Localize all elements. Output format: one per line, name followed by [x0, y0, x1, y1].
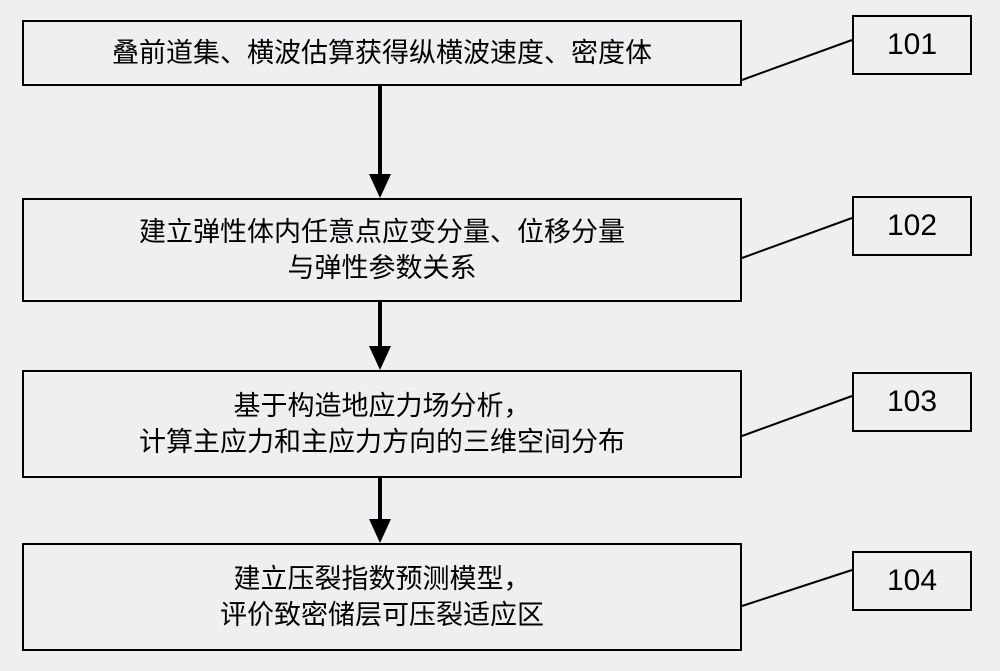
- step-text: 叠前道集、横波估算获得纵横波速度、密度体: [112, 35, 652, 71]
- flowchart-canvas: 叠前道集、横波估算获得纵横波速度、密度体 101 建立弹性体内任意点应变分量、位…: [0, 0, 1000, 671]
- step-box-101: 叠前道集、横波估算获得纵横波速度、密度体: [22, 20, 742, 86]
- leader-line: [742, 40, 852, 80]
- step-num-101: 101: [852, 15, 972, 75]
- leader-line: [742, 570, 852, 606]
- leader-line: [742, 396, 852, 436]
- flow-arrow-head: [369, 346, 391, 370]
- step-text: 建立弹性体内任意点应变分量、位移分量: [139, 214, 625, 250]
- step-num-label: 101: [887, 28, 937, 62]
- step-box-102: 建立弹性体内任意点应变分量、位移分量 与弹性参数关系: [22, 198, 742, 302]
- step-box-103: 基于构造地应力场分析， 计算主应力和主应力方向的三维空间分布: [22, 370, 742, 478]
- flow-arrow-head: [369, 519, 391, 543]
- step-text: 基于构造地应力场分析，: [234, 388, 531, 424]
- step-num-102: 102: [852, 196, 972, 256]
- leader-line: [742, 218, 852, 258]
- step-num-label: 102: [887, 209, 937, 243]
- step-text: 评价致密储层可压裂适应区: [220, 597, 544, 633]
- step-num-label: 103: [887, 385, 937, 419]
- step-text: 计算主应力和主应力方向的三维空间分布: [139, 424, 625, 460]
- step-num-104: 104: [852, 551, 972, 611]
- step-text: 与弹性参数关系: [288, 250, 477, 286]
- step-num-label: 104: [887, 564, 937, 598]
- step-num-103: 103: [852, 372, 972, 432]
- step-text: 建立压裂指数预测模型，: [234, 561, 531, 597]
- flow-arrow-head: [369, 174, 391, 198]
- step-box-104: 建立压裂指数预测模型， 评价致密储层可压裂适应区: [22, 543, 742, 651]
